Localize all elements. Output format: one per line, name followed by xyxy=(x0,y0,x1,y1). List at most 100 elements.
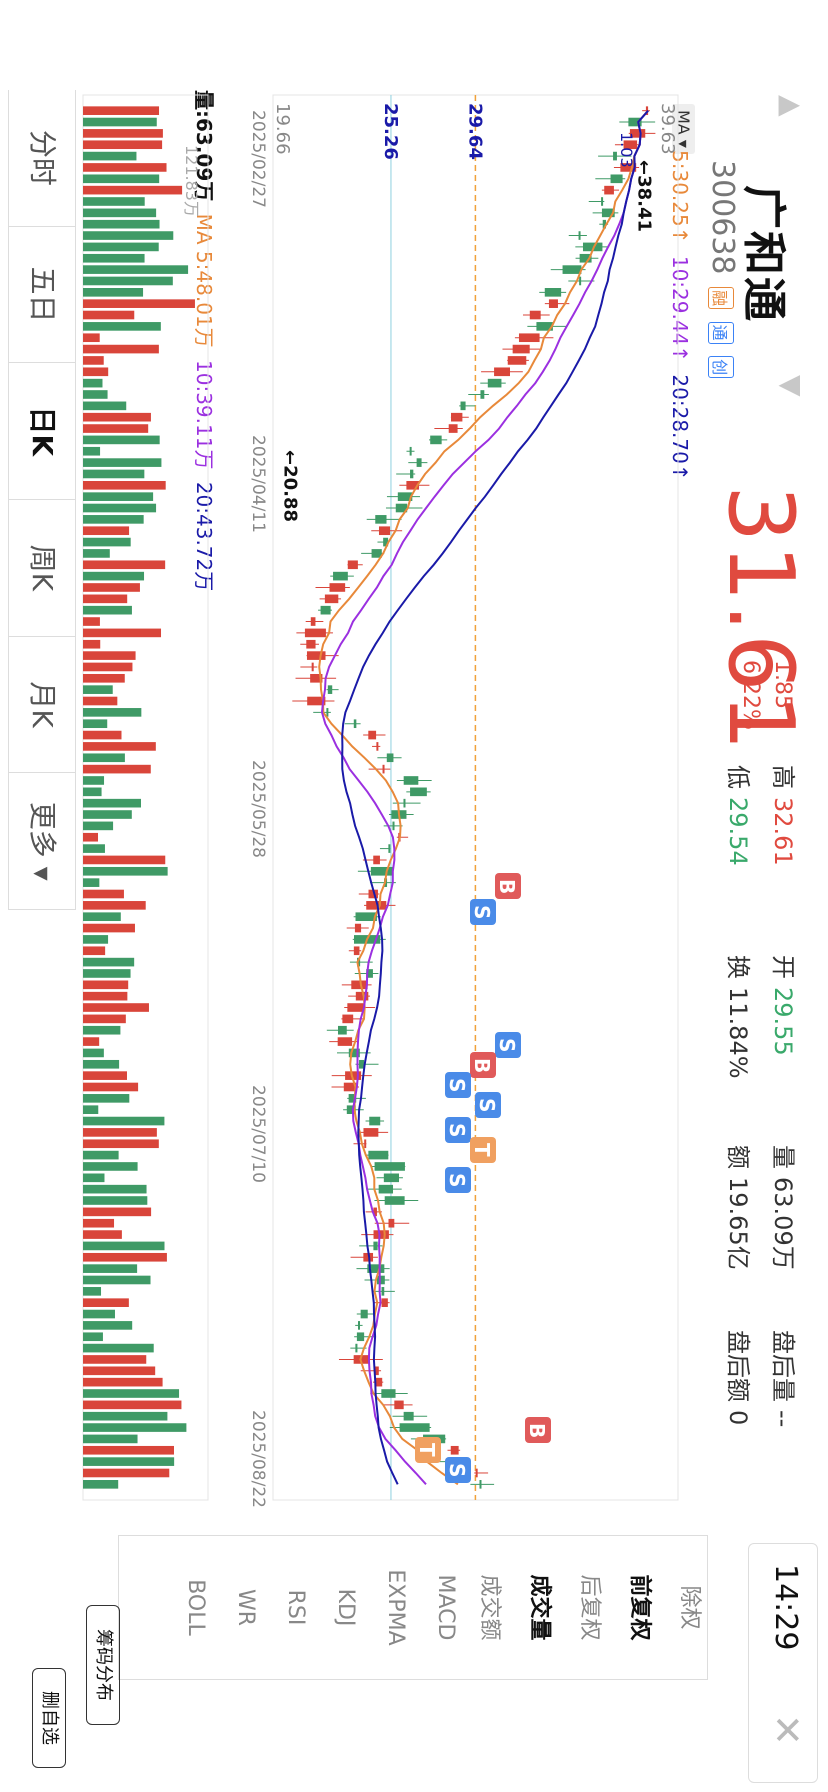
volume-bar xyxy=(83,866,168,876)
candle-body xyxy=(366,901,387,910)
candle-body xyxy=(374,1377,383,1387)
candle-body xyxy=(512,344,530,354)
candle-body xyxy=(324,594,339,604)
volume-bar xyxy=(83,1196,148,1205)
indicator-3[interactable]: 成交量 xyxy=(527,1574,552,1641)
candle-body xyxy=(347,1003,365,1012)
y-tick-label: 39.63 xyxy=(657,103,678,155)
y-tick-label: 25.26 xyxy=(380,103,401,160)
remove-watchlist-button[interactable]: 删自选 xyxy=(32,1668,66,1768)
candle-body xyxy=(392,821,395,831)
candle-body xyxy=(578,231,581,240)
tab-weekly[interactable]: 周K xyxy=(9,500,75,637)
volume-bar xyxy=(83,480,166,490)
candle-body xyxy=(368,1150,389,1160)
volume-bar xyxy=(82,356,104,365)
volume-bar xyxy=(82,1230,122,1239)
volume-bar xyxy=(83,810,132,819)
candle-body xyxy=(562,265,582,274)
indicator-1[interactable]: 前复权 xyxy=(627,1574,652,1641)
tab-monthly[interactable]: 月K xyxy=(9,636,75,774)
volume-bar xyxy=(83,1184,147,1194)
trade-mark-label: S xyxy=(445,1173,469,1187)
volume-bar xyxy=(83,1218,115,1228)
candle-body xyxy=(430,435,442,445)
volume-bar xyxy=(83,163,167,172)
candle-body xyxy=(342,1014,354,1024)
tab-intraday[interactable]: 分时 xyxy=(9,90,75,227)
volume-bar xyxy=(83,1423,187,1432)
tab-daily[interactable]: 日K xyxy=(9,363,75,501)
volume-bar xyxy=(83,1400,182,1410)
indicator-4[interactable]: 成交额 xyxy=(477,1574,502,1641)
candle-body xyxy=(337,1025,347,1035)
volume-bar xyxy=(83,628,162,638)
indicator-10[interactable]: BOLL xyxy=(183,1579,208,1636)
volume-bar xyxy=(82,969,131,978)
tab-more[interactable]: 更多 ▾ xyxy=(9,773,75,911)
x-tick-label: 2025/08/22 xyxy=(248,1410,268,1508)
volume-bar xyxy=(83,855,166,865)
candle-body xyxy=(529,310,541,320)
candle-body xyxy=(351,980,368,990)
indicator-7[interactable]: KDJ xyxy=(333,1588,358,1627)
candle-body xyxy=(480,390,485,399)
candle-body xyxy=(381,1298,388,1307)
volume-bar xyxy=(83,605,132,615)
candle-body xyxy=(479,1480,482,1489)
volume-bar xyxy=(83,1298,129,1307)
candle-body xyxy=(450,1445,459,1455)
indicator-0[interactable]: 除权 xyxy=(677,1585,702,1630)
volume-bar xyxy=(83,106,160,115)
candle-body xyxy=(381,1287,385,1296)
volume-bar xyxy=(82,265,189,274)
volume-bar xyxy=(83,1411,168,1421)
candle-body xyxy=(306,639,316,649)
indicator-2[interactable]: 后复权 xyxy=(577,1574,602,1641)
volume-bar xyxy=(83,1445,174,1455)
volume-bar xyxy=(83,1434,138,1444)
indicator-5[interactable]: MACD xyxy=(433,1574,458,1641)
candle-body xyxy=(388,1218,395,1228)
volume-bar xyxy=(82,878,100,887)
candle-body xyxy=(460,401,466,411)
volume-bar xyxy=(83,1207,152,1217)
volume-bar xyxy=(83,401,127,411)
candle-body xyxy=(371,549,382,558)
trade-mark-badge xyxy=(470,899,496,925)
candle-body xyxy=(368,730,377,740)
volume-bar xyxy=(83,923,135,933)
trade-mark-label: S xyxy=(470,905,494,919)
volume-bar xyxy=(82,1287,102,1296)
volume-bar xyxy=(82,299,195,308)
volume-bar xyxy=(82,1071,127,1080)
volume-bar xyxy=(83,1116,165,1126)
trade-mark-badge xyxy=(470,1137,496,1163)
volume-bar xyxy=(83,117,157,127)
candle-body xyxy=(333,571,348,581)
volume-bar xyxy=(83,594,128,604)
trade-mark-badge xyxy=(415,1437,441,1463)
candle-body xyxy=(395,503,408,513)
tab-five-day[interactable]: 五日 xyxy=(9,226,75,364)
volume-bar xyxy=(82,1309,115,1319)
candle-body xyxy=(356,1332,365,1342)
indicator-8[interactable]: RSI xyxy=(283,1589,308,1626)
trade-mark-label: S xyxy=(445,1463,469,1477)
volume-bar xyxy=(83,344,159,354)
chip-distribution-side[interactable]: 筹码分布 xyxy=(86,1605,120,1725)
volume-bar xyxy=(83,1003,149,1012)
candle-body xyxy=(381,1389,396,1398)
candle-body xyxy=(604,185,614,195)
candle-body xyxy=(320,605,331,615)
volume-bar xyxy=(83,639,101,649)
trade-mark-badge xyxy=(445,1457,471,1483)
trade-mark-badge xyxy=(470,1052,496,1078)
candle-body xyxy=(326,708,329,717)
volume-bar xyxy=(82,617,100,626)
candle-body xyxy=(403,798,406,808)
indicator-6[interactable]: EXPMA xyxy=(383,1569,408,1646)
indicator-9[interactable]: WR xyxy=(233,1588,258,1627)
volume-bar xyxy=(82,798,141,808)
